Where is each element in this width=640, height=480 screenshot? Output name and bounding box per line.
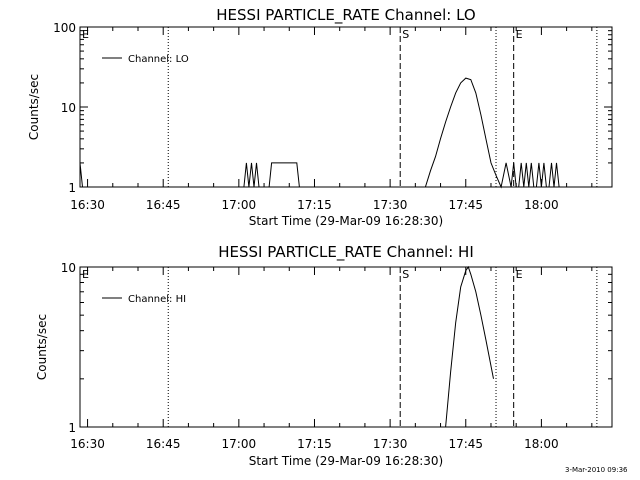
event-marker-label: S [402,28,409,41]
event-marker-label: E [82,268,89,281]
x-tick-label: 16:30 [70,437,105,451]
event-marker-label: E [82,28,89,41]
x-tick-label: 16:30 [70,198,105,212]
y-tick-label: 100 [53,21,76,35]
x-tick-label: 16:45 [146,198,181,212]
series-line [445,265,494,428]
x-axis-label: Start Time (29-Mar-09 16:28:30) [249,454,443,468]
x-axis-label: Start Time (29-Mar-09 16:28:30) [249,214,443,228]
x-tick-label: 17:15 [297,437,332,451]
y-tick-label: 10 [61,101,76,115]
footer-timestamp: 3-Mar-2010 09:36 [565,466,628,474]
y-tick-label: 1 [68,421,76,435]
event-marker-label: E [516,28,523,41]
plot-frame [79,26,613,188]
y-axis-label: Counts/sec [27,74,41,140]
y-axis-label: Counts/sec [35,314,49,380]
event-marker-label: E [516,268,523,281]
x-tick-label: 17:30 [373,437,408,451]
chart-title: HESSI PARTICLE_RATE Channel: HI [218,243,474,262]
chart-panel-2: HESSI PARTICLE_RATE Channel: HI 16:30 16:4… [35,243,613,468]
plot-frame [79,266,613,428]
x-tick-label: 18:00 [524,198,559,212]
event-marker-label: S [402,268,409,281]
x-tick-label: 17:45 [448,198,483,212]
y-tick-label: 10 [61,261,76,275]
x-tick-label: 18:00 [524,437,559,451]
series-line [79,77,562,189]
x-tick-label: 17:30 [373,198,408,212]
legend-label: Channel: HI [128,294,186,305]
y-tick-label: 1 [68,181,76,195]
chart-panel-1: HESSI PARTICLE_RATE Channel: LO 16:30 16:4… [27,6,613,228]
chart-title: HESSI PARTICLE_RATE Channel: LO [216,6,475,25]
legend-label: Channel: LO [128,54,189,65]
x-tick-label: 17:00 [222,198,257,212]
x-tick-label: 17:15 [297,198,332,212]
x-tick-label: 16:45 [146,437,181,451]
x-tick-label: 17:45 [448,437,483,451]
x-tick-label: 17:00 [222,437,257,451]
